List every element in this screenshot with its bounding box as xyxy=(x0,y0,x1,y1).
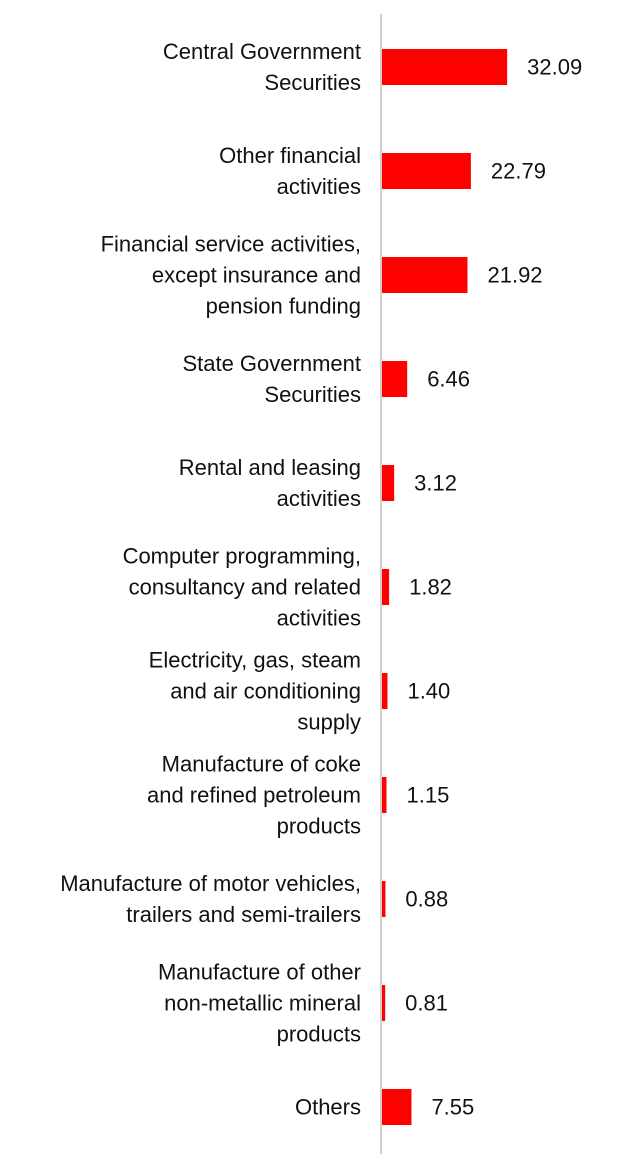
bar-4 xyxy=(382,465,395,501)
category-label-line: Other financial xyxy=(219,143,361,168)
value-label-9: 0.81 xyxy=(405,991,448,1016)
value-label-7: 1.15 xyxy=(406,783,449,808)
category-label-line: Manufacture of coke xyxy=(162,752,361,777)
bars-group xyxy=(382,49,508,1125)
value-label-4: 3.12 xyxy=(414,471,457,496)
bar-3 xyxy=(382,361,408,397)
category-label-line: activities xyxy=(277,174,361,199)
category-label-0: Central Government Securities xyxy=(163,39,361,95)
value-label-2: 21.92 xyxy=(487,263,542,288)
category-label-line: pension funding xyxy=(206,294,361,319)
category-label-line: trailers and semi-trailers xyxy=(126,902,361,927)
value-label-1: 22.79 xyxy=(491,159,546,184)
value-label-6: 1.40 xyxy=(407,679,450,704)
category-label-line: non-metallic mineral xyxy=(164,991,361,1016)
category-label-10: Others xyxy=(295,1095,361,1120)
value-labels-group: 32.09 22.79 21.92 6.46 3.12 1.82 1.40 1.15 0.88 0… xyxy=(405,55,582,1120)
category-label-8: Manufacture of motor vehicles, trailers a… xyxy=(60,871,361,927)
category-label-3: State Government Securities xyxy=(182,351,361,407)
category-label-line: Securities xyxy=(264,70,361,95)
bar-2 xyxy=(382,257,468,293)
category-label-7: Manufacture of coke and refined petroleum… xyxy=(147,752,361,839)
category-label-line: activities xyxy=(277,606,361,631)
category-label-1: Other financial activities xyxy=(219,143,361,199)
category-label-line: Computer programming, xyxy=(123,544,361,569)
category-label-9: Manufacture of other non-metallic mineral… xyxy=(158,960,361,1047)
bar-7 xyxy=(382,777,387,813)
category-label-line: products xyxy=(277,1022,361,1047)
category-label-line: Manufacture of other xyxy=(158,960,361,985)
bar-6 xyxy=(382,673,388,709)
category-label-line: except insurance and xyxy=(152,263,361,288)
value-label-3: 6.46 xyxy=(427,367,470,392)
category-label-line: products xyxy=(277,814,361,839)
category-label-line: supply xyxy=(297,710,361,735)
value-label-8: 0.88 xyxy=(405,887,448,912)
bar-1 xyxy=(382,153,471,189)
category-label-line: State Government xyxy=(182,351,361,376)
category-label-line: Electricity, gas, steam xyxy=(149,648,361,673)
category-labels-group: Central Government Securities Other financ… xyxy=(60,39,361,1120)
category-label-line: and air conditioning xyxy=(170,679,361,704)
category-label-line: Manufacture of motor vehicles, xyxy=(60,871,361,896)
category-label-4: Rental and leasing activities xyxy=(179,455,361,511)
bar-5 xyxy=(382,569,390,605)
category-label-2: Financial service activities, except insu… xyxy=(101,232,361,319)
category-label-line: Others xyxy=(295,1095,361,1120)
bar-8 xyxy=(382,881,386,917)
category-label-line: Central Government xyxy=(163,39,361,64)
category-label-line: Securities xyxy=(264,382,361,407)
category-label-line: consultancy and related xyxy=(129,575,361,600)
category-label-5: Computer programming, consultancy and rel… xyxy=(123,544,361,631)
category-label-line: activities xyxy=(277,486,361,511)
value-label-5: 1.82 xyxy=(409,575,452,600)
category-label-line: Financial service activities, xyxy=(101,232,361,257)
category-label-6: Electricity, gas, steam and air condition… xyxy=(149,648,361,735)
bar-9 xyxy=(382,985,386,1021)
value-label-10: 7.55 xyxy=(431,1095,474,1120)
category-label-line: and refined petroleum xyxy=(147,783,361,808)
bar-0 xyxy=(382,49,508,85)
bar-10 xyxy=(382,1089,412,1125)
value-label-0: 32.09 xyxy=(527,55,582,80)
category-label-line: Rental and leasing xyxy=(179,455,361,480)
